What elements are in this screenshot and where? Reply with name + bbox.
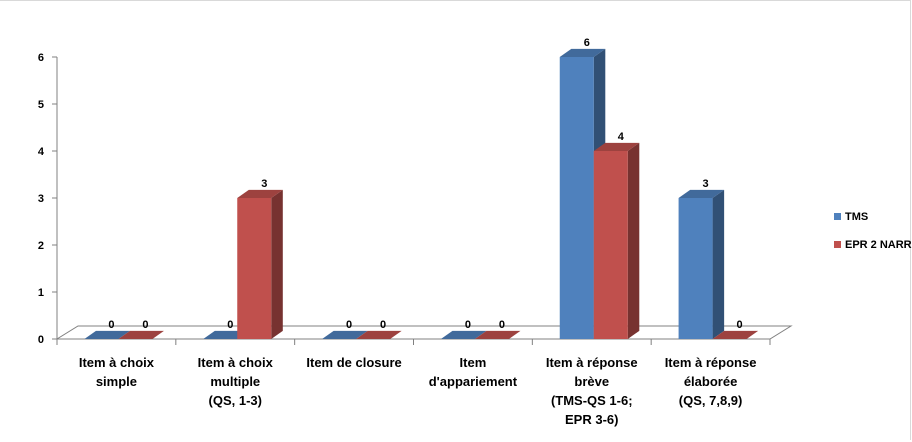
legend-swatch [834,213,841,220]
bar-front [237,198,272,339]
y-tick-label: 1 [38,287,44,299]
category-label-line: Item [460,355,487,370]
category-label-line: EPR 3-6) [565,412,618,427]
legend-item-tms: TMS [834,211,868,223]
bar-top [440,330,487,339]
y-tick-label: 5 [38,99,44,111]
category-label: Item à réponse élaborée (QS, 7,8,9) [665,355,757,408]
data-label: 0 [499,319,505,331]
category-label-line: Item à choix [198,355,274,370]
bar-tms-0 [84,330,130,339]
bar-epr-2-narr-0 [118,330,164,339]
legend-label: EPR 2 NARR [845,239,912,251]
bar-front [593,151,628,339]
bar-side [712,189,725,339]
data-label: 3 [703,178,709,190]
data-label: 0 [346,319,352,331]
data-label: 0 [737,319,743,331]
bar-tms-2 [322,330,368,339]
bar-epr-2-narr-2 [356,330,402,339]
data-label: 0 [380,319,386,331]
category-label-line: (QS, 1-3) [209,393,262,408]
bar-top [84,330,130,339]
data-labels: 0 0 0 3 0 0 0 0 6 4 3 0 [108,37,742,331]
category-label-line: (QS, 7,8,9) [679,393,743,408]
category-label-line: d'appariement [429,374,518,389]
bar-top [678,189,725,198]
bar-front [678,198,713,339]
data-label: 0 [142,319,148,331]
category-label: Item à réponse brève (TMS-QS 1-6; EPR 3-6) [546,355,638,427]
data-label: 0 [227,319,233,331]
bar-top [593,142,640,151]
legend-swatch [834,241,841,248]
bar-side [271,189,283,339]
bar-epr-2-narr-1 [237,189,283,339]
bar-epr-2-narr-5 [712,330,759,339]
category-label-line: multiple [210,374,260,389]
bar-top [712,330,759,339]
category-label-line: simple [96,374,137,389]
y-tick-label: 6 [38,52,44,64]
data-label: 3 [261,178,267,190]
category-label-line: Item à choix [79,355,155,370]
axes: 0 1 2 3 4 5 6 [38,52,793,346]
data-label: 0 [108,319,114,331]
y-tick-label: 0 [38,334,44,346]
category-label-line: brève [574,374,609,389]
bar-epr-2-narr-4 [593,142,640,339]
category-label-line: élaborée [684,374,737,389]
data-label: 0 [465,319,471,331]
category-label: Item de closure [306,355,401,370]
bar-top [474,330,521,339]
bar-top [118,330,164,339]
category-label-line: Item de closure [306,355,401,370]
bar-tms-5 [678,189,725,339]
bar-side [627,142,640,339]
y-tick-label: 4 [38,146,45,158]
bar-top [322,330,368,339]
category-label: Item à choix multiple (QS, 1-3) [198,355,274,408]
bar-top [237,189,283,198]
category-label-line: Item à réponse [546,355,638,370]
legend-label: TMS [845,211,868,223]
data-label: 4 [618,131,625,143]
category-labels: Item à choix simple Item à choix multiple (Q… [79,355,757,427]
bars [84,48,759,339]
category-label: Item à choix simple [79,355,155,389]
category-label-line: (TMS-QS 1-6; [551,393,633,408]
category-label-line: Item à réponse [665,355,757,370]
category-label: Item d'appariement [429,355,518,389]
bar-front [559,57,594,339]
data-label: 6 [584,37,590,49]
legend: TMS EPR 2 NARR [834,211,912,251]
y-tick-label: 3 [38,193,44,205]
bar-tms-3 [440,330,487,339]
bar-top [559,48,606,57]
y-tick-label: 2 [38,240,44,252]
bar-epr-2-narr-3 [474,330,521,339]
bar-top [356,330,402,339]
legend-item-epr-2-narr: EPR 2 NARR [834,239,912,251]
